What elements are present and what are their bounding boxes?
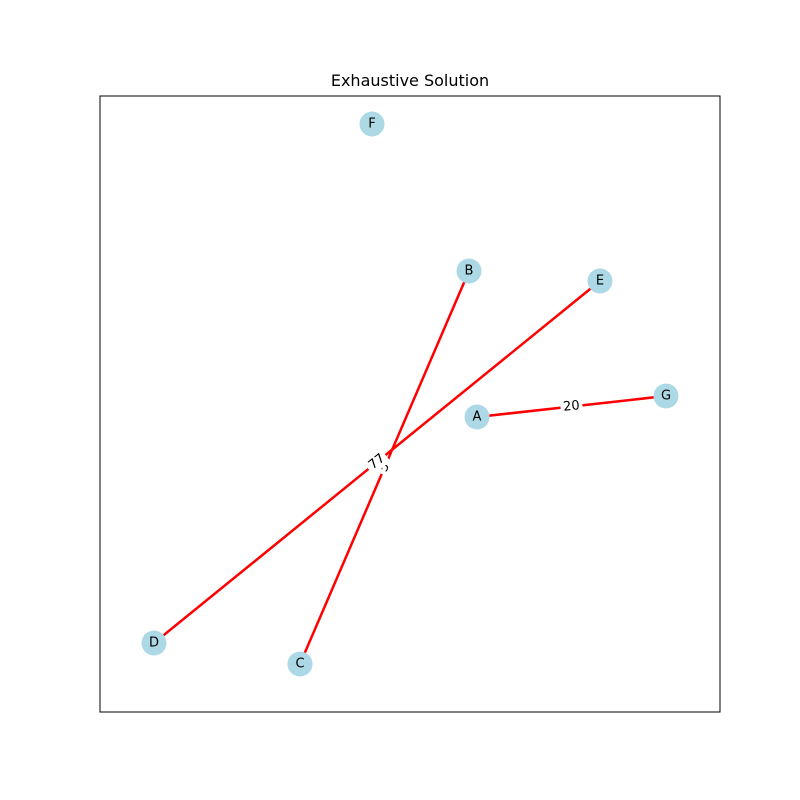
diagram-title: Exhaustive Solution [330, 71, 490, 90]
node-circle [587, 268, 613, 294]
nodes-layer: A B C D E F G [141, 111, 679, 677]
node-C: C [287, 651, 313, 677]
node-label: D [149, 636, 159, 651]
edges-layer [153, 270, 667, 665]
node-circle [653, 383, 679, 409]
node-circle [359, 111, 385, 137]
node-circle [287, 651, 313, 677]
node-F: F [359, 111, 385, 137]
edge-label-background [559, 397, 584, 416]
node-label: C [295, 657, 304, 672]
node-circle [464, 404, 490, 430]
node-A: A [464, 404, 490, 430]
node-label: E [596, 274, 604, 289]
node-label: G [661, 389, 671, 404]
node-label: F [368, 117, 375, 132]
edge-weight-text: 20 [562, 398, 580, 415]
edge-label-background [363, 448, 391, 476]
node-E: E [587, 268, 613, 294]
node-G: G [653, 383, 679, 409]
edge-label-E-D: 77 [363, 448, 391, 476]
node-label: B [465, 264, 474, 279]
node-circle [456, 258, 482, 284]
plot-frame [99, 95, 721, 713]
node-circle [141, 630, 167, 656]
node-D: D [141, 630, 167, 656]
node-B: B [456, 258, 482, 284]
edge-label-A-G: 20 [559, 397, 584, 416]
node-label: A [473, 410, 482, 425]
